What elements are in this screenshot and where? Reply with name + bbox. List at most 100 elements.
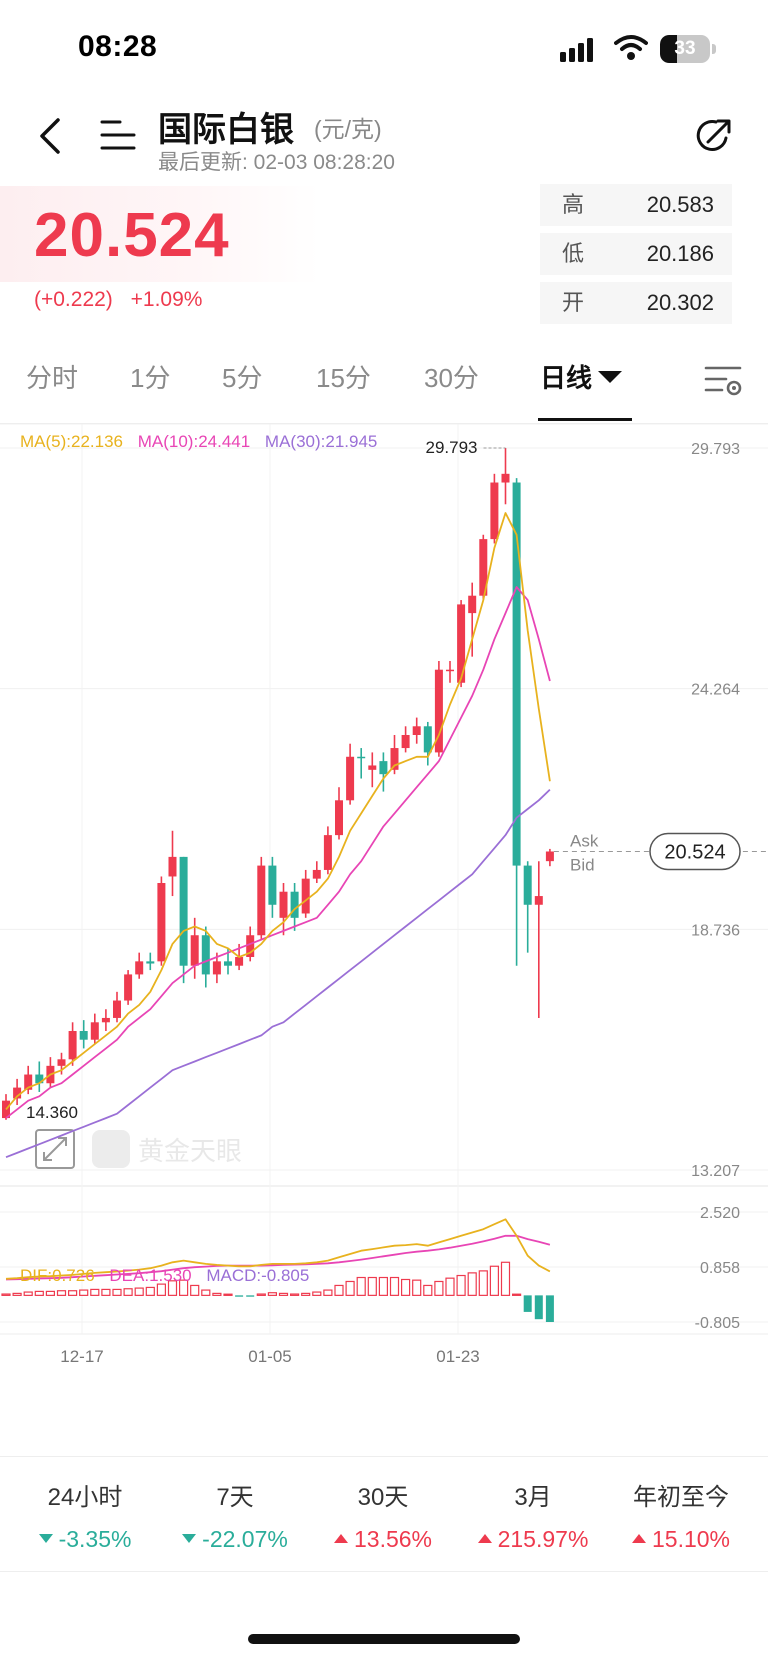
candle-body (124, 974, 133, 1001)
stat-label: 低 (562, 241, 585, 266)
price-change-amount: (+0.222) (34, 288, 113, 311)
price-change: (+0.222) +1.09% (34, 288, 214, 312)
candlestick-chart[interactable]: 29.793 24.264 18.736 13.207 2.520 0.858 -0.805… (0, 424, 768, 1454)
x-tick-label: 12-17 (60, 1347, 103, 1366)
candle-body (90, 1022, 99, 1040)
tab-30min[interactable]: 30分 (424, 363, 479, 393)
macd-bar (378, 1276, 388, 1296)
candle-body (246, 935, 255, 958)
macd-bar (523, 1295, 532, 1312)
tab-daily[interactable]: 日线 (540, 358, 623, 395)
candle-body (501, 473, 510, 483)
macd-bar (34, 1290, 44, 1296)
macd-y-tick-label: 2.520 (700, 1205, 740, 1222)
ask-label: Ask (570, 831, 599, 850)
macd-bar (500, 1261, 511, 1296)
macd-bar (145, 1286, 155, 1296)
status-bar: 08:28 33 (0, 0, 768, 100)
macd-bar (367, 1276, 377, 1296)
candle-body (179, 856, 188, 966)
back-icon[interactable] (36, 116, 66, 156)
candle-body (346, 756, 355, 801)
macd-bar (412, 1279, 422, 1296)
stat-label: 开 (562, 290, 585, 315)
tab-5min[interactable]: 5分 (222, 363, 263, 393)
perf-value: 215.97% (497, 1526, 589, 1552)
perf-value: 13.56% (353, 1526, 432, 1552)
candle-body (457, 604, 466, 683)
candle-body (157, 883, 166, 962)
candle-body (545, 851, 554, 862)
arrow-up-icon (631, 1534, 646, 1544)
perf-24h: 24小时 -3.35% (10, 1477, 160, 1553)
perf-label: 24小时 (47, 1484, 123, 1511)
min-price-label: 14.360 (26, 1103, 78, 1122)
candle-body (534, 896, 543, 905)
perf-value: 15.10% (651, 1526, 730, 1552)
candle-body (135, 961, 144, 975)
perf-7d: 7天 -22.07% (160, 1477, 310, 1553)
macd-bar (190, 1284, 200, 1296)
candle-body (168, 856, 177, 877)
ma10-line (5, 586, 551, 1119)
macd-bar (278, 1292, 289, 1296)
candle-body (268, 865, 277, 905)
macd-bar (445, 1277, 455, 1296)
price-change-percent: +1.09% (130, 288, 203, 311)
macd-bar (123, 1288, 133, 1296)
candle-body (490, 482, 499, 540)
candle-body (224, 961, 232, 966)
macd-bar (478, 1270, 488, 1296)
active-tab-indicator (538, 418, 632, 421)
price-unit: (元/克) (314, 116, 382, 142)
share-icon[interactable] (694, 116, 734, 156)
candle-body (312, 869, 321, 879)
bid-label: Bid (570, 855, 595, 874)
candle-body (190, 935, 199, 966)
max-price-label: 29.793 (426, 438, 478, 457)
macd-legend: DIF:0.726 DEA:1.530 MACD:-0.805 (20, 1266, 319, 1286)
tab-15min[interactable]: 15分 (316, 363, 371, 393)
arrow-down-icon (38, 1534, 53, 1544)
chart-settings-icon[interactable] (704, 362, 744, 400)
y-tick-label: 29.793 (691, 441, 740, 458)
expand-chart-icon[interactable] (35, 1129, 75, 1169)
macd-bar (90, 1288, 100, 1296)
home-indicator[interactable] (248, 1634, 520, 1644)
macd-bar (467, 1272, 477, 1296)
caret-down-icon (598, 371, 623, 384)
candle-body (146, 961, 155, 964)
candle-body (446, 669, 454, 672)
timeframe-tabs: 分时 1分 5分 15分 30分 日线 (0, 340, 768, 424)
ma-legend: MA(5):22.136 MA(10):24.441 MA(30):21.945 (20, 432, 387, 452)
nav-header: 国际白银 (元/克) 最后更新: 02-03 08:28:20 (0, 100, 768, 180)
watermark-logo: 黄金天眼 (92, 1130, 242, 1168)
candle-body (357, 756, 366, 759)
dif-line (5, 1218, 551, 1280)
y-tick-label: 13.207 (691, 1163, 740, 1180)
candle-body (290, 891, 299, 918)
candle-body (390, 748, 399, 770)
macd-bar (12, 1292, 22, 1296)
candle-body (523, 865, 532, 905)
menu-icon[interactable] (100, 118, 136, 152)
ma30-value: MA(30):21.945 (264, 432, 378, 451)
perf-label: 7天 (216, 1484, 254, 1511)
candle-body (301, 878, 310, 914)
candle-body (257, 865, 266, 936)
y-tick-label: 18.736 (691, 922, 740, 939)
arrow-up-icon (333, 1534, 348, 1544)
perf-label: 30天 (357, 1484, 409, 1511)
tab-daily-label: 日线 (540, 363, 593, 393)
candle-body (401, 734, 410, 749)
macd-bar (156, 1283, 166, 1296)
candle-body (235, 957, 244, 966)
tab-timeshare[interactable]: 分时 (26, 363, 79, 393)
macd-bar (434, 1280, 444, 1296)
candle-body (79, 1031, 88, 1040)
perf-3m: 3月 215.97% (458, 1477, 608, 1553)
macd-bar (167, 1280, 178, 1296)
stat-value: 20.583 (646, 192, 714, 217)
high-low-open-table: 高 20.583 低 20.186 开 20.302 (540, 184, 732, 331)
tab-1min[interactable]: 1分 (130, 363, 171, 393)
